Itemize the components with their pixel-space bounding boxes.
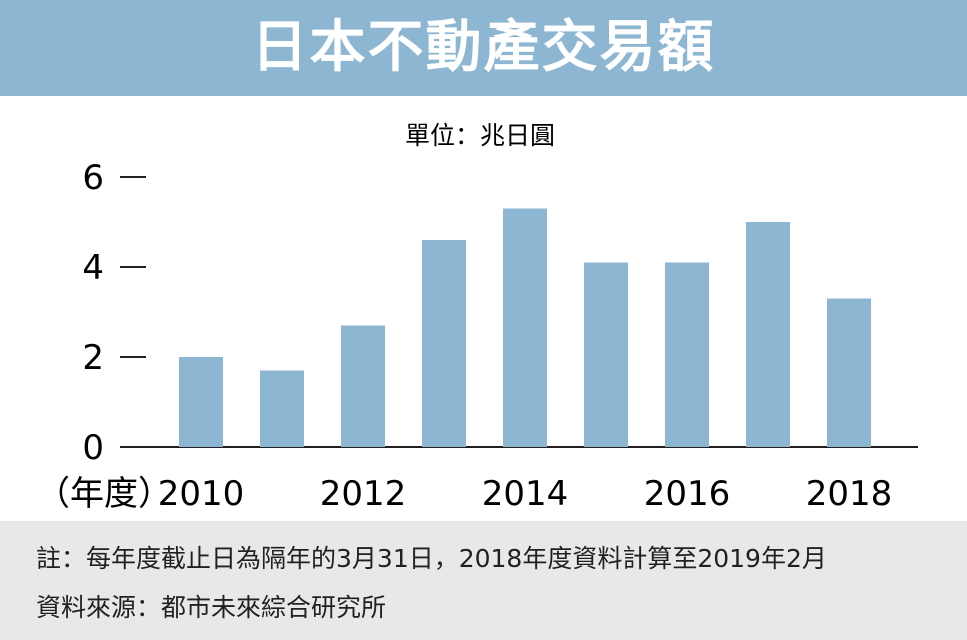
- bar-2012: [341, 325, 385, 447]
- bar-2016: [665, 262, 709, 447]
- bar-2018: [827, 298, 871, 447]
- x-tick-label: 2018: [806, 474, 893, 514]
- y-tick-label: 6: [82, 158, 104, 198]
- x-axis-label: （年度）: [36, 474, 172, 514]
- chart-area: 單位：兆日圓 （年度） 0 2 4 6 2010 2012 2014 2016 2018: [0, 96, 967, 520]
- unit-label: 單位：兆日圓: [405, 121, 555, 150]
- bar-2010: [179, 357, 223, 447]
- bar-2011: [260, 370, 304, 447]
- source-note: 資料來源：都市未來綜合研究所: [36, 593, 387, 622]
- x-tick-label: 2010: [158, 474, 245, 514]
- bar-chart: 單位：兆日圓 （年度） 0 2 4 6 2010 2012 2014 2016 2018: [36, 121, 918, 514]
- bar-2013: [422, 240, 466, 447]
- y-tick-label: 0: [82, 428, 104, 468]
- title-banner: 日本不動產交易額: [0, 0, 967, 96]
- bar-2015: [584, 262, 628, 447]
- x-tick-label: 2012: [320, 474, 407, 514]
- x-tick-label: 2014: [482, 474, 569, 514]
- footer: 註：每年度截止日為隔年的3月31日，2018年度資料計算至2019年2月 資料來…: [0, 521, 967, 640]
- y-tick-label: 2: [82, 338, 104, 378]
- chart-title: 日本不動產交易額: [251, 15, 716, 80]
- bar-2017: [746, 222, 790, 447]
- footnote: 註：每年度截止日為隔年的3月31日，2018年度資料計算至2019年2月: [36, 544, 827, 573]
- bar-2014: [503, 208, 547, 447]
- x-tick-label: 2016: [644, 474, 731, 514]
- y-tick-label: 4: [82, 248, 104, 288]
